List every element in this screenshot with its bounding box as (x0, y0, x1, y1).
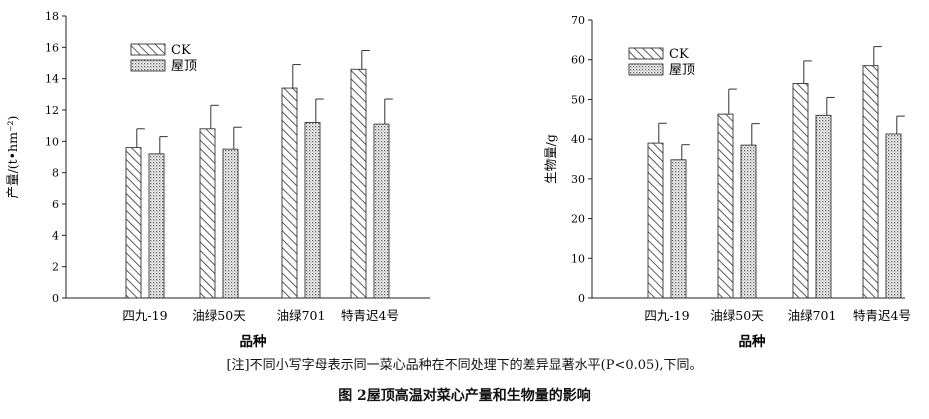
chart2-bar-roof (670, 159, 687, 299)
chart2-y-tick-label: 30 (571, 173, 585, 186)
chart1-y-axis-title: 产量/(t•hm⁻²) (5, 116, 20, 199)
chart1-y-tick-label: 18 (45, 10, 59, 23)
chart1-y-tick-label: 4 (52, 229, 59, 242)
chart2-category-label: 四九-19 (644, 308, 689, 323)
figure-caption: 图 2屋顶高温对菜心产量和生物量的影响 (0, 385, 929, 405)
chart2-bar-ck (862, 65, 879, 299)
chart1-y-tick-label: 12 (45, 104, 59, 117)
chart2-legend-label: 屋顶 (669, 63, 695, 78)
chart2-y-tick-label: 0 (578, 292, 585, 305)
note-text: 不同小写字母表示同一菜心品种在不同处理下的差异显著水平(P<0.05),下同。 (249, 358, 703, 373)
caption-text: 屋顶高温对菜心产量和生物量的影响 (366, 388, 591, 404)
chart2-legend-label: CK (669, 47, 689, 62)
chart2-bar-roof (740, 144, 757, 299)
chart1-bar-roof (148, 153, 165, 299)
chart1-bar-ck (199, 128, 216, 299)
chart2-bar-roof (885, 133, 902, 299)
figure-note: [注]不同小写字母表示同一菜心品种在不同处理下的差异显著水平(P<0.05),下… (0, 354, 929, 373)
chart2-y-axis-title: 生物量/g (543, 134, 558, 184)
chart2-bar-ck (647, 142, 664, 299)
chart1-y-tick-label: 14 (45, 73, 59, 86)
chart1-y-tick-label: 2 (52, 261, 59, 274)
chart1-legend-label: 屋顶 (171, 59, 197, 74)
chart1-bar-ck (350, 68, 367, 299)
chart1-y-tick-label: 8 (52, 167, 59, 180)
chart2-category-label: 特青迟4号 (853, 308, 911, 323)
chart1-category-label: 四九-19 (122, 308, 167, 323)
chart2-y-tick-label: 70 (571, 14, 585, 27)
chart1-category-label: 油绿50天 (192, 308, 246, 323)
chart2-y-tick-label: 20 (571, 213, 585, 226)
chart2-y-tick-label: 50 (571, 93, 585, 106)
chart1-category-label: 特青迟4号 (341, 308, 399, 323)
chart1-y-tick-label: 10 (45, 135, 59, 148)
chart1-bar-ck (281, 87, 298, 299)
chart2-bar-ck (792, 83, 809, 299)
chart2-legend-swatch-ck (628, 47, 664, 60)
chart1-y-tick-label: 0 (52, 292, 59, 305)
chart1-legend-swatch-roof (130, 59, 166, 72)
chart1-bar-roof (304, 122, 321, 299)
chart2-y-tick-label: 10 (571, 252, 585, 265)
note-tag: [注] (226, 358, 250, 373)
chart2-x-axis-title: 品种 (739, 333, 766, 350)
chart1-legend-label: CK (171, 43, 191, 58)
chart2-y-tick-label: 60 (571, 54, 585, 67)
chart2-y-tick-label: 40 (571, 133, 585, 146)
chart2-category-label: 油绿701 (788, 308, 837, 323)
chart1-bar-roof (373, 123, 390, 299)
caption-number: 图 2 (338, 388, 367, 404)
chart1-legend-swatch-ck (130, 43, 166, 56)
chart2-bar-roof (815, 114, 832, 299)
chart1-bar-ck (125, 147, 142, 299)
chart1-y-tick-label: 6 (52, 198, 59, 211)
chart1-x-axis-title: 品种 (240, 333, 267, 350)
chart2-bar-ck (717, 113, 734, 299)
chart2-category-label: 油绿50天 (710, 308, 764, 323)
chart1-bar-roof (222, 148, 239, 299)
chart1-category-label: 油绿701 (277, 308, 326, 323)
chart2-legend-swatch-roof (628, 63, 664, 76)
chart1-y-tick-label: 16 (45, 41, 59, 54)
